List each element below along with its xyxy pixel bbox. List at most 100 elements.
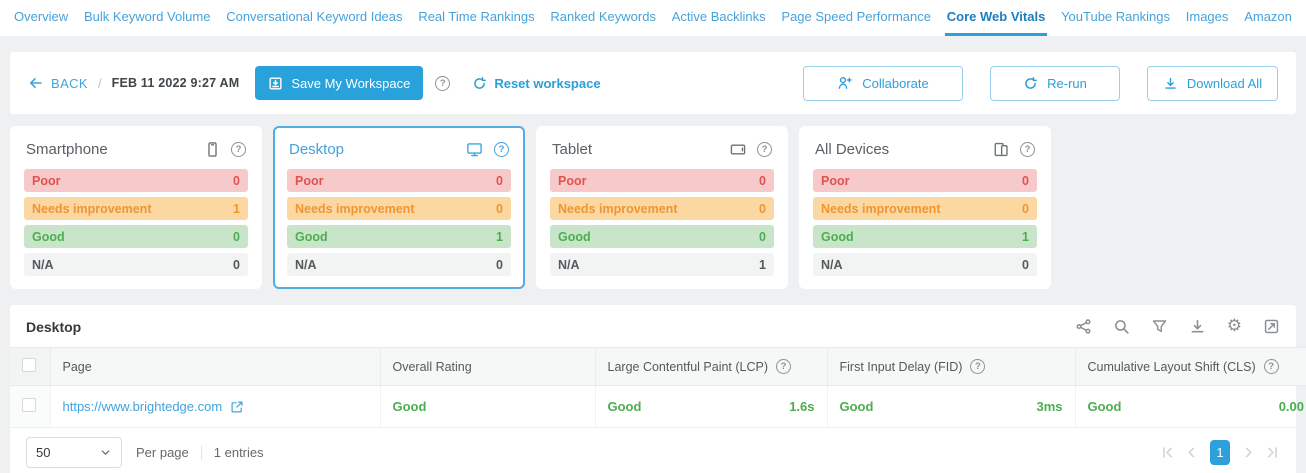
status-row-poor: Poor 0 bbox=[550, 169, 774, 192]
card-help-icon[interactable] bbox=[1020, 142, 1035, 157]
results-table: Page Overall Rating Large Contentful Pai… bbox=[10, 347, 1306, 428]
back-label: BACK bbox=[51, 75, 89, 91]
tablet-icon bbox=[730, 144, 746, 155]
pagination: 1 bbox=[1160, 440, 1280, 465]
column-page: Page bbox=[49, 347, 380, 386]
fid-cell: Good 3ms bbox=[826, 385, 1075, 428]
smartphone-icon bbox=[208, 142, 217, 157]
page-link[interactable]: https://www.brightedge.com bbox=[63, 399, 245, 414]
cls-cell: Good 0.00 bbox=[1074, 385, 1306, 428]
save-workspace-label: Save My Workspace bbox=[291, 75, 411, 91]
status-row-na: N/A 0 bbox=[287, 253, 511, 276]
back-link[interactable]: BACK bbox=[28, 75, 88, 91]
download-icon bbox=[1165, 77, 1176, 89]
reset-workspace-button[interactable]: Reset workspace bbox=[472, 75, 601, 91]
search-icon[interactable] bbox=[1113, 318, 1130, 335]
row-select-cell bbox=[10, 385, 50, 428]
select-all-cell bbox=[10, 347, 50, 386]
all-devices-icon bbox=[994, 142, 1008, 157]
reset-workspace-label: Reset workspace bbox=[494, 75, 601, 91]
tab-images[interactable]: Images bbox=[1185, 9, 1229, 24]
page-cell: https://www.brightedge.com bbox=[49, 385, 380, 428]
card-title: Desktop bbox=[289, 141, 345, 158]
table-row: https://www.brightedge.com Good Good 1.6s… bbox=[10, 385, 1306, 428]
next-page-icon[interactable] bbox=[1241, 445, 1256, 460]
status-row-na: N/A 1 bbox=[550, 253, 774, 276]
lcp-cell: Good 1.6s bbox=[594, 385, 827, 428]
settings-icon[interactable]: ⚙ bbox=[1226, 316, 1242, 336]
toolbar-actions: Collaborate Re-run Download All bbox=[803, 65, 1278, 101]
status-row-needs-improvement: Needs improvement 1 bbox=[24, 197, 248, 220]
per-page-label: Per page bbox=[136, 445, 202, 460]
status-row-needs-improvement: Needs improvement 0 bbox=[550, 197, 774, 220]
status-row-poor: Poor 0 bbox=[813, 169, 1037, 192]
save-workspace-button[interactable]: Save My Workspace bbox=[255, 66, 424, 100]
tab-active-backlinks[interactable]: Active Backlinks bbox=[671, 9, 766, 24]
status-row-needs-improvement: Needs improvement 0 bbox=[287, 197, 511, 220]
column-overall-rating: Overall Rating bbox=[379, 347, 595, 386]
last-page-icon[interactable] bbox=[1265, 445, 1280, 460]
table-footer: 50 Per page 1 entries 1 bbox=[10, 428, 1296, 473]
tab-ranked-keywords[interactable]: Ranked Keywords bbox=[550, 9, 656, 24]
row-checkbox[interactable] bbox=[22, 398, 36, 412]
rerun-label: Re-run bbox=[1047, 75, 1087, 91]
tab-real-time-rankings[interactable]: Real Time Rankings bbox=[418, 9, 535, 24]
card-title: Smartphone bbox=[26, 141, 108, 158]
collaborate-label: Collaborate bbox=[862, 75, 929, 91]
tab-conversational-keyword-ideas[interactable]: Conversational Keyword Ideas bbox=[226, 9, 403, 24]
per-page-select[interactable]: 50 bbox=[26, 437, 122, 468]
select-all-checkbox[interactable] bbox=[22, 358, 36, 372]
fid-help-icon[interactable] bbox=[970, 359, 986, 374]
lcp-help-icon[interactable] bbox=[776, 359, 792, 374]
status-row-good: Good 0 bbox=[550, 225, 774, 248]
entries-count: 1 entries bbox=[213, 445, 264, 460]
refresh-icon bbox=[1025, 76, 1037, 89]
tab-overview[interactable]: Overview bbox=[14, 9, 69, 24]
tab-bulk-keyword-volume[interactable]: Bulk Keyword Volume bbox=[83, 9, 211, 24]
desktop-icon bbox=[467, 143, 482, 157]
download-all-button[interactable]: Download All bbox=[1147, 65, 1278, 101]
share-icon[interactable] bbox=[1075, 318, 1092, 335]
status-row-good: Good 1 bbox=[813, 225, 1037, 248]
tab-amazon[interactable]: Amazon bbox=[1244, 9, 1292, 24]
card-title: All Devices bbox=[815, 141, 890, 158]
card-help-icon[interactable] bbox=[231, 142, 246, 157]
cls-help-icon[interactable] bbox=[1263, 359, 1279, 374]
expand-icon[interactable] bbox=[1263, 318, 1280, 335]
current-page-button[interactable]: 1 bbox=[1210, 440, 1230, 465]
status-row-good: Good 0 bbox=[24, 225, 248, 248]
filter-icon[interactable] bbox=[1151, 318, 1168, 335]
card-help-icon[interactable] bbox=[757, 142, 772, 157]
tab-youtube-rankings[interactable]: YouTube Rankings bbox=[1061, 9, 1170, 24]
tab-page-speed-performance[interactable]: Page Speed Performance bbox=[781, 9, 932, 24]
results-panel: Desktop ⚙ Page Overall Rating Large Cont… bbox=[10, 305, 1306, 473]
collaborate-button[interactable]: Collaborate bbox=[803, 65, 963, 101]
collaborate-icon bbox=[838, 76, 852, 89]
refresh-icon bbox=[474, 76, 487, 89]
first-page-icon[interactable] bbox=[1160, 445, 1175, 460]
workspace-timestamp: FEB 11 2022 9:27 AM bbox=[111, 76, 240, 90]
column-cls: Cumulative Layout Shift (CLS) bbox=[1074, 347, 1306, 386]
tab-core-web-vitals[interactable]: Core Web Vitals bbox=[944, 0, 1048, 36]
save-icon bbox=[269, 76, 282, 90]
rerun-button[interactable]: Re-run bbox=[990, 65, 1120, 101]
breadcrumb-separator: / bbox=[98, 75, 102, 91]
overall-rating-cell: Good bbox=[379, 385, 595, 428]
status-row-na: N/A 0 bbox=[24, 253, 248, 276]
save-help-icon[interactable] bbox=[435, 75, 451, 91]
card-help-icon[interactable] bbox=[494, 142, 509, 157]
download-icon[interactable] bbox=[1189, 318, 1206, 335]
status-row-needs-improvement: Needs improvement 0 bbox=[813, 197, 1037, 220]
panel-title: Desktop bbox=[26, 318, 82, 335]
download-all-label: Download All bbox=[1186, 75, 1263, 91]
prev-page-icon[interactable] bbox=[1184, 445, 1199, 460]
card-title: Tablet bbox=[552, 141, 593, 158]
external-link-icon[interactable] bbox=[230, 400, 244, 414]
status-row-na: N/A 0 bbox=[813, 253, 1037, 276]
